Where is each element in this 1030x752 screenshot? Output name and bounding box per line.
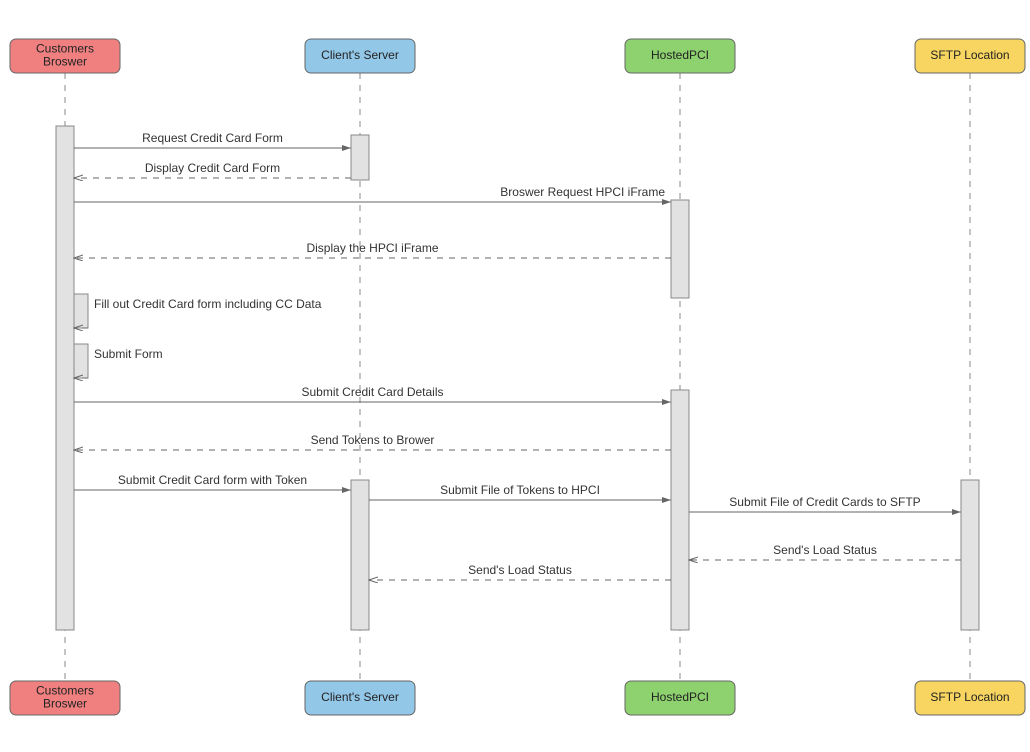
participant-hpci: HostedPCI bbox=[625, 39, 735, 73]
participant-sftp: SFTP Location bbox=[915, 39, 1025, 73]
participant-browser: CustomersBroswer bbox=[10, 681, 120, 715]
activation-sftp bbox=[961, 480, 979, 630]
message-label: Display Credit Card Form bbox=[145, 161, 280, 175]
activation-browser bbox=[56, 126, 74, 630]
self-activation bbox=[74, 294, 88, 328]
participant-server: Client's Server bbox=[305, 681, 415, 715]
message-label: Submit Credit Card Details bbox=[301, 385, 443, 399]
message-label: Broswer Request HPCI iFrame bbox=[500, 185, 665, 199]
self-message-label: Submit Form bbox=[94, 347, 163, 361]
participant-label: Client's Server bbox=[321, 48, 399, 62]
message-label: Send's Load Status bbox=[468, 563, 572, 577]
message-label: Submit File of Credit Cards to SFTP bbox=[729, 495, 920, 509]
message-label: Submit Credit Card form with Token bbox=[118, 473, 307, 487]
participant-sftp: SFTP Location bbox=[915, 681, 1025, 715]
message-label: Submit File of Tokens to HPCI bbox=[440, 483, 600, 497]
sequence-diagram: Request Credit Card Form Display Credit C… bbox=[0, 0, 1030, 752]
message-label: Send Tokens to Brower bbox=[311, 433, 435, 447]
participant-server: Client's Server bbox=[305, 39, 415, 73]
message-label: Send's Load Status bbox=[773, 543, 877, 557]
participant-label: SFTP Location bbox=[930, 48, 1009, 62]
message-label: Display the HPCI iFrame bbox=[306, 241, 438, 255]
participant-label: Customers bbox=[36, 684, 94, 698]
participant-label: HostedPCI bbox=[651, 48, 709, 62]
activation-hpci bbox=[671, 390, 689, 630]
message-label: Request Credit Card Form bbox=[142, 131, 283, 145]
activation-server bbox=[351, 480, 369, 630]
participant-label: Broswer bbox=[43, 55, 87, 69]
participant-browser: CustomersBroswer bbox=[10, 39, 120, 73]
activation-server bbox=[351, 135, 369, 180]
self-activation bbox=[74, 344, 88, 378]
participant-label: Broswer bbox=[43, 697, 87, 711]
activation-hpci bbox=[671, 200, 689, 298]
participant-label: HostedPCI bbox=[651, 690, 709, 704]
participant-label: Client's Server bbox=[321, 690, 399, 704]
participant-label: SFTP Location bbox=[930, 690, 1009, 704]
self-message-label: Fill out Credit Card form including CC D… bbox=[94, 297, 322, 311]
participant-label: Customers bbox=[36, 42, 94, 56]
participant-hpci: HostedPCI bbox=[625, 681, 735, 715]
